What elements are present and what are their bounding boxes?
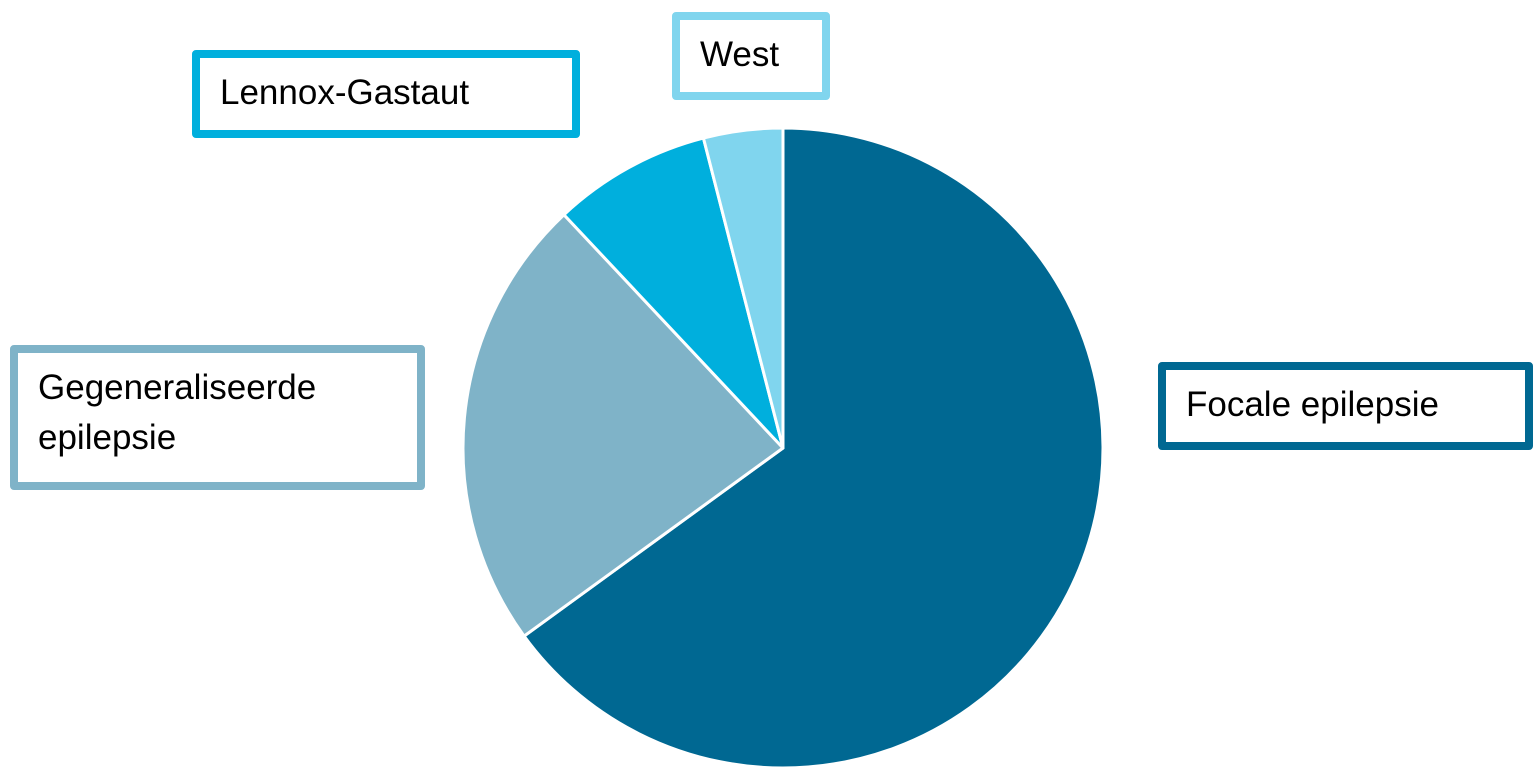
pie-slice xyxy=(522,126,1105,767)
pie-slice xyxy=(461,213,785,638)
slice-label: Lennox-Gastaut xyxy=(192,50,580,138)
slice-label: Gegeneraliseerde epilepsie xyxy=(10,345,425,490)
pie-slice xyxy=(562,136,785,450)
slice-label: West xyxy=(672,12,830,100)
slice-label: Focale epilepsie xyxy=(1158,362,1533,450)
pie-slice xyxy=(701,126,785,450)
